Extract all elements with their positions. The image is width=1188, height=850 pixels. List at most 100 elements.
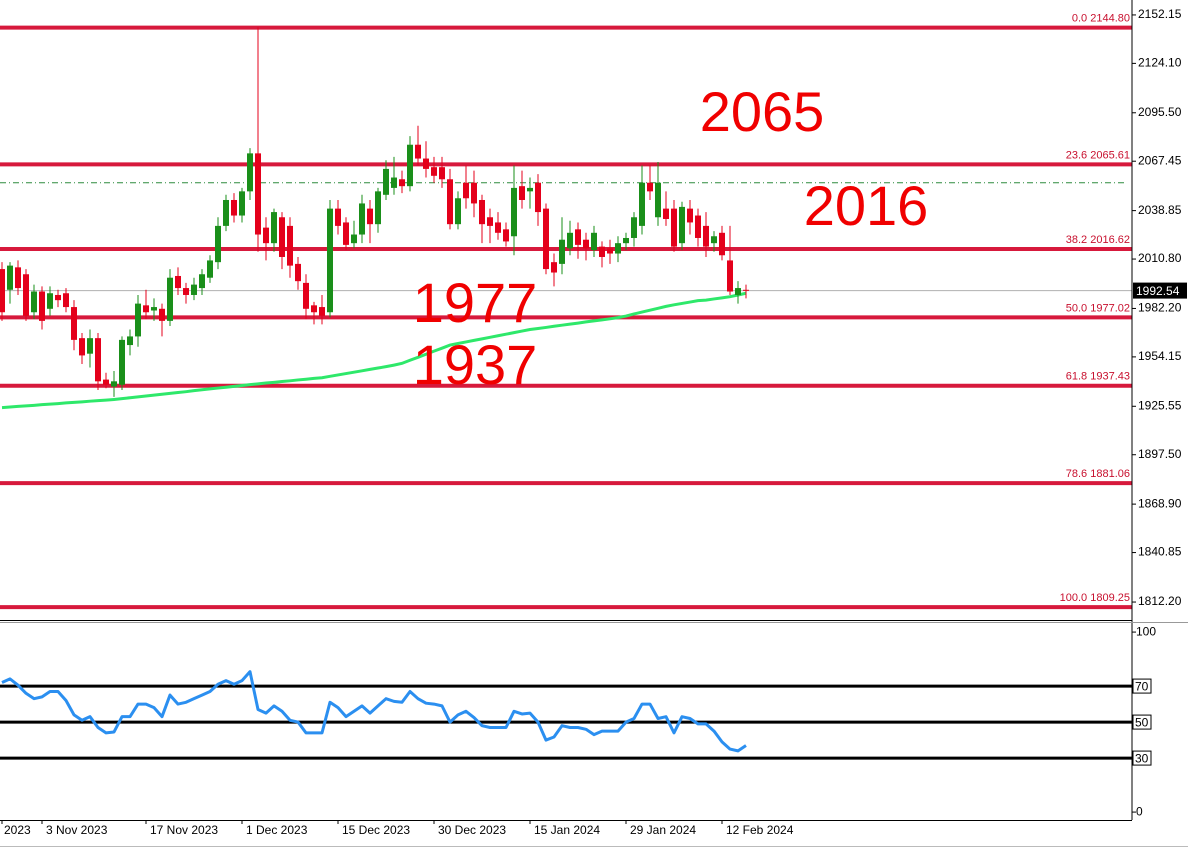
price-panel: 0.0 2144.80 23.6 2065.61 38.2 2016.62 50.0 …: [0, 13, 1132, 610]
candle-body: [359, 203, 365, 235]
candle-body: [591, 232, 597, 251]
candle-body: [415, 144, 421, 159]
candle-body: [263, 227, 269, 244]
candle-body: [279, 217, 285, 257]
x-tick-label: 29 Jan 2024: [630, 823, 696, 837]
candle-body: [471, 182, 477, 204]
candle-body: [663, 208, 669, 219]
candle-body: [367, 208, 373, 225]
candle-body: [447, 179, 453, 225]
annotation: 1937: [413, 333, 538, 396]
candle-body: [671, 208, 677, 247]
annotation: 2065: [700, 80, 825, 143]
candle-body: [0, 269, 5, 313]
annotation: 1977: [413, 271, 538, 334]
fib-level-label: 50.0 1977.02: [1066, 302, 1130, 314]
candle-body: [487, 217, 493, 226]
candle-body: [607, 248, 613, 254]
candle-body: [519, 186, 525, 200]
candle-body: [703, 225, 709, 247]
x-tick-label: 2023: [4, 823, 31, 837]
level-label: 50: [1135, 715, 1149, 729]
candle-body: [439, 167, 445, 180]
fib-level-label: 78.6 1881.06: [1066, 468, 1130, 480]
candle-body: [191, 284, 197, 295]
x-tick-label: 17 Nov 2023: [150, 823, 218, 837]
candle-body: [535, 182, 541, 213]
candle-body: [55, 294, 61, 301]
y-tick-label: 2038.85: [1138, 203, 1182, 217]
candle-body: [183, 288, 189, 295]
y-tick-label: 2067.45: [1138, 153, 1182, 167]
candle-body: [599, 246, 605, 257]
candle-body: [71, 307, 77, 340]
candle-body: [543, 208, 549, 270]
candle-body: [255, 153, 261, 235]
candle-body: [511, 187, 517, 237]
y-tick-label: 1982.20: [1138, 301, 1182, 315]
candle-body: [311, 305, 317, 313]
candle-body: [119, 339, 125, 385]
y-tick-label: 1925.55: [1138, 398, 1182, 412]
candle-body: [23, 274, 29, 316]
moving-average: [1, 291, 747, 410]
candle-body: [95, 338, 101, 382]
x-tick-label: 12 Feb 2024: [726, 823, 794, 837]
candle-body: [551, 262, 557, 273]
y-tick-label: 0: [1136, 804, 1143, 818]
candle-body: [319, 307, 325, 316]
candle-body: [351, 234, 357, 244]
candle-body: [423, 158, 429, 169]
candle-body: [647, 182, 653, 192]
candle-body: [103, 379, 109, 385]
y-tick-label: 100: [1136, 624, 1156, 638]
candle-body: [679, 206, 685, 244]
candle-body: [615, 243, 621, 254]
candle-body: [79, 338, 85, 356]
candle-body: [271, 212, 277, 244]
candle-body: [127, 336, 133, 346]
fib-level-label: 61.8 1937.43: [1066, 371, 1130, 383]
candle-body: [15, 267, 21, 289]
candle-body: [391, 177, 397, 188]
candle-body: [375, 191, 381, 225]
rsi-line: [1, 670, 747, 753]
candle-body: [47, 293, 53, 309]
candle-body: [239, 191, 245, 216]
candle-body: [143, 305, 149, 313]
candle-body: [231, 199, 237, 216]
candle-body: [327, 208, 333, 313]
last-price-box: [1133, 282, 1187, 299]
candle-body: [335, 208, 341, 226]
y-tick-label: 1954.15: [1138, 349, 1182, 363]
candle-body: [583, 239, 589, 249]
level-label: 70: [1135, 679, 1149, 693]
candle-body: [303, 282, 309, 309]
candle-body: [215, 225, 221, 263]
candle-body: [719, 232, 725, 256]
candle-body: [167, 277, 173, 321]
y-tick-label: 1840.85: [1138, 545, 1182, 559]
level-box: [1132, 714, 1152, 730]
candle-body: [175, 275, 181, 289]
candle-body: [63, 293, 69, 308]
candle-body: [455, 198, 461, 225]
candle-body: [687, 208, 693, 223]
x-tick-label: 1 Dec 2023: [246, 823, 308, 837]
candle-body: [295, 263, 301, 282]
level-label: 30: [1135, 751, 1149, 765]
candle-body: [407, 144, 413, 187]
candle-body: [431, 167, 437, 176]
candle-body: [567, 232, 573, 249]
level-box: [1132, 750, 1152, 766]
x-tick-label: 15 Jan 2024: [534, 823, 600, 837]
x-tick-label: 15 Dec 2023: [342, 823, 410, 837]
candle-body: [87, 338, 93, 354]
candle-body: [695, 215, 701, 238]
y-tick-label: 1868.90: [1138, 496, 1182, 510]
candle-body: [151, 307, 157, 311]
candle-body: [31, 291, 37, 313]
x-tick-label: 30 Dec 2023: [438, 823, 506, 837]
